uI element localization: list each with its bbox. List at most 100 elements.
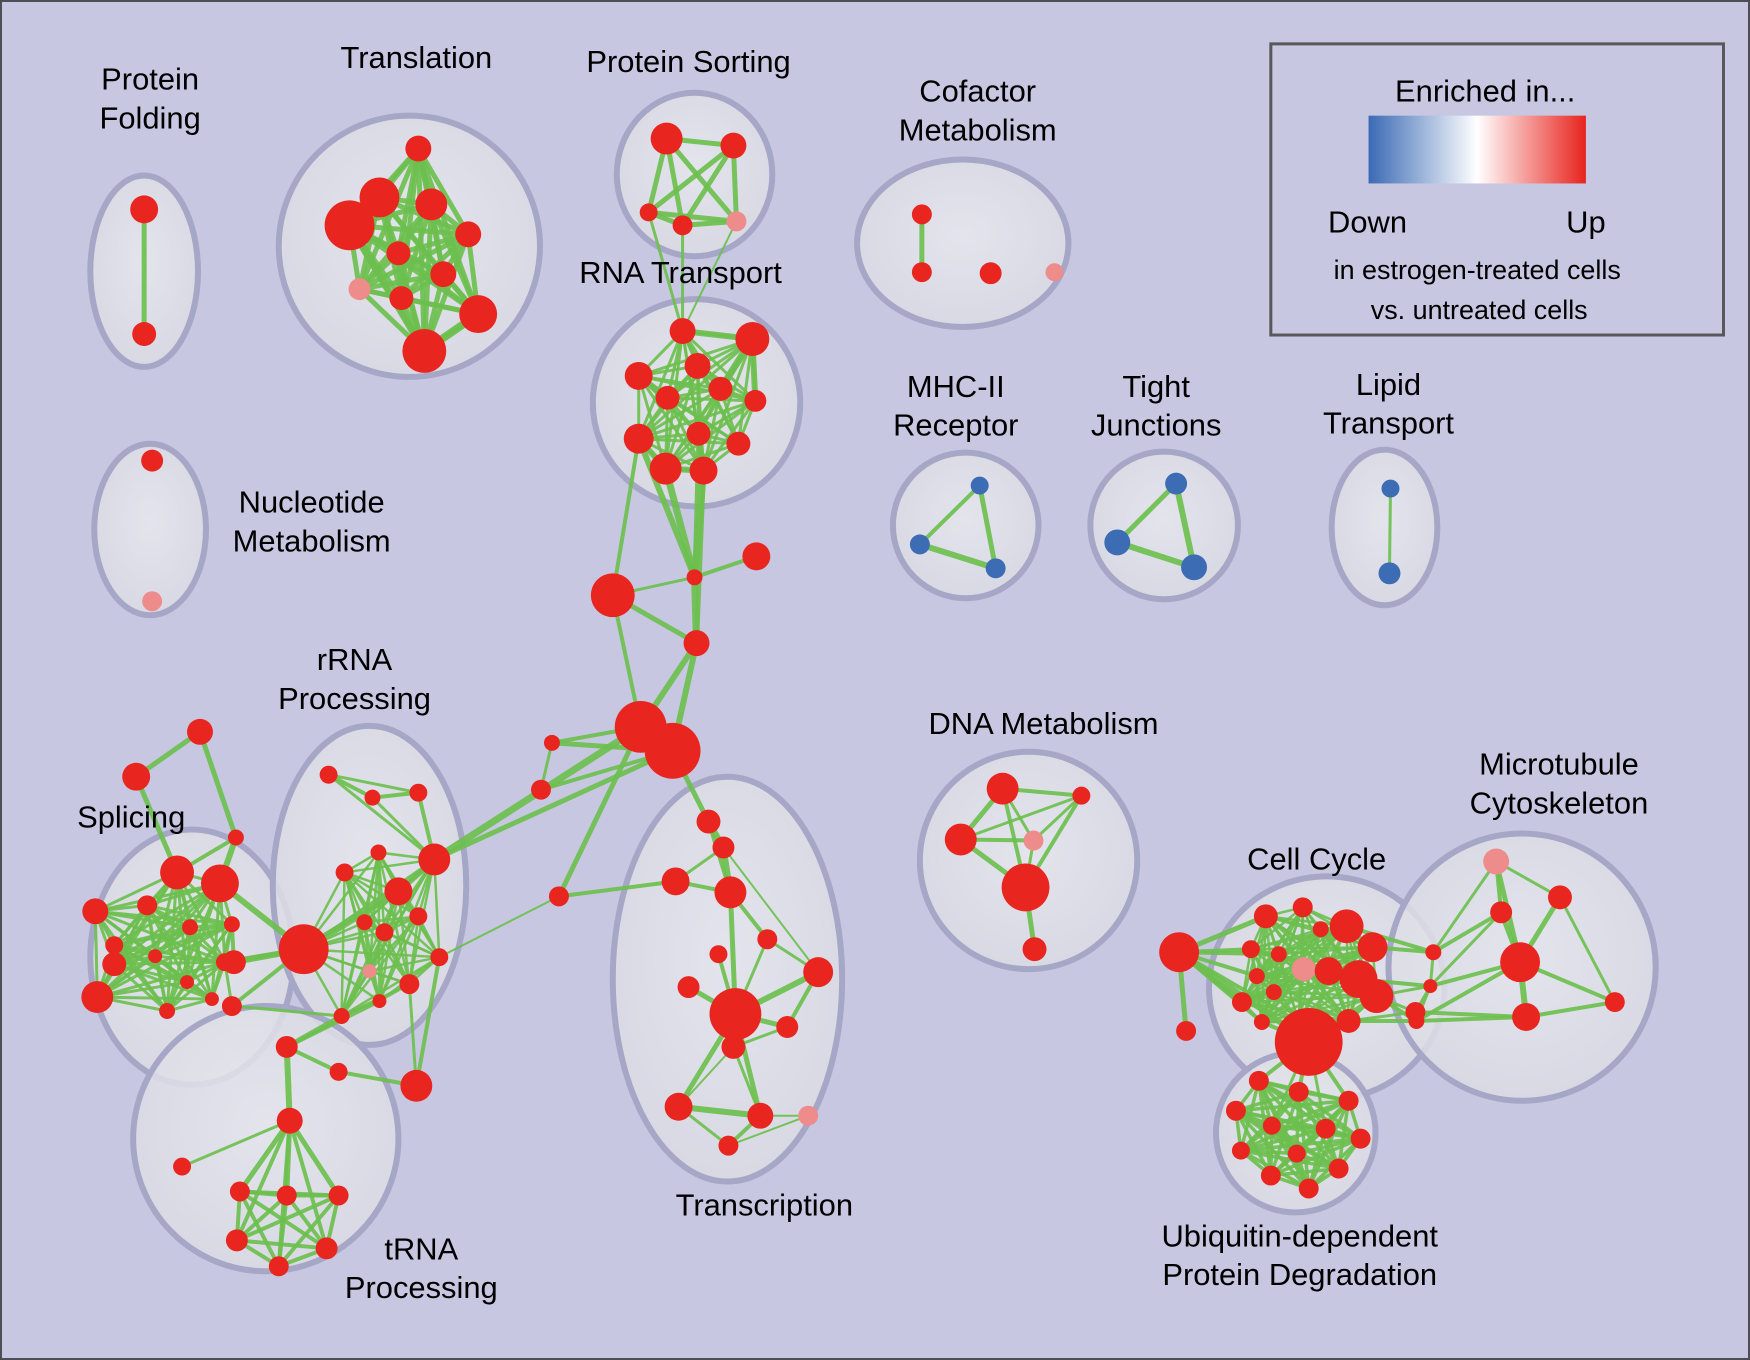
node-mpk[interactable] xyxy=(1483,848,1510,875)
node-c4[interactable] xyxy=(683,630,710,657)
node-dm5[interactable] xyxy=(1001,863,1050,912)
node-s12[interactable] xyxy=(102,952,127,977)
node-r11[interactable] xyxy=(278,924,329,975)
node-tr4[interactable] xyxy=(324,200,375,251)
node-tx11[interactable] xyxy=(776,1016,799,1038)
node-tj3[interactable] xyxy=(1181,554,1208,581)
node-rt1[interactable] xyxy=(669,318,696,344)
node-s2[interactable] xyxy=(122,762,151,791)
node-tr1[interactable] xyxy=(405,135,432,162)
node-s3[interactable] xyxy=(227,829,244,846)
node-mbig[interactable] xyxy=(1500,942,1541,983)
node-r10[interactable] xyxy=(375,923,394,942)
node-t9[interactable] xyxy=(315,1237,338,1260)
node-cc7[interactable] xyxy=(1241,940,1260,959)
node-rt11[interactable] xyxy=(649,452,682,485)
node-nm2[interactable] xyxy=(142,591,163,612)
node-tr5[interactable] xyxy=(455,221,482,248)
node-r13[interactable] xyxy=(430,948,449,967)
node-dm3[interactable] xyxy=(944,823,977,856)
node-cc11[interactable] xyxy=(1359,979,1394,1014)
node-tr2[interactable] xyxy=(359,177,400,218)
node-ps2[interactable] xyxy=(720,132,747,159)
node-u4[interactable] xyxy=(1225,1100,1246,1121)
node-mh1[interactable] xyxy=(970,476,989,495)
node-dm2[interactable] xyxy=(1072,786,1091,805)
node-m4[interactable] xyxy=(1604,992,1625,1013)
node-tx2[interactable] xyxy=(712,836,735,859)
node-cc4[interactable] xyxy=(1357,932,1388,963)
node-cc1[interactable] xyxy=(1253,904,1278,929)
node-c8[interactable] xyxy=(531,779,551,800)
node-c1[interactable] xyxy=(686,569,703,586)
node-s15[interactable] xyxy=(180,975,195,990)
node-r5[interactable] xyxy=(418,843,451,876)
node-r8[interactable] xyxy=(409,907,428,926)
node-t1[interactable] xyxy=(400,1069,433,1102)
node-tx12[interactable] xyxy=(721,1034,746,1059)
node-s6[interactable] xyxy=(137,895,158,916)
node-nm1[interactable] xyxy=(141,449,164,472)
node-t5[interactable] xyxy=(229,1181,250,1202)
node-s8[interactable] xyxy=(182,919,198,936)
node-mc3[interactable] xyxy=(1408,1013,1425,1029)
node-cc6[interactable] xyxy=(1291,957,1316,982)
node-s14[interactable] xyxy=(81,981,114,1014)
node-mc2[interactable] xyxy=(1423,979,1438,994)
node-tx3[interactable] xyxy=(661,867,690,896)
node-ps5[interactable] xyxy=(726,211,747,232)
node-cf1[interactable] xyxy=(911,204,932,225)
node-t6[interactable] xyxy=(276,1185,297,1206)
node-cf2[interactable] xyxy=(911,262,932,283)
node-r9[interactable] xyxy=(356,914,373,931)
node-t7[interactable] xyxy=(328,1185,349,1206)
node-tr10[interactable] xyxy=(459,295,498,334)
node-tx6[interactable] xyxy=(757,929,778,950)
node-c2[interactable] xyxy=(742,542,771,571)
node-tx8[interactable] xyxy=(677,976,700,999)
node-dm6[interactable] xyxy=(1022,937,1047,962)
node-tx5[interactable] xyxy=(548,886,569,907)
node-r14[interactable] xyxy=(399,974,420,995)
node-t8[interactable] xyxy=(225,1229,248,1252)
node-tx1[interactable] xyxy=(696,809,721,834)
node-rt6[interactable] xyxy=(708,376,733,401)
node-rt8[interactable] xyxy=(686,421,711,446)
node-tx14[interactable] xyxy=(747,1102,774,1129)
node-r15[interactable] xyxy=(362,964,377,979)
node-u3[interactable] xyxy=(1338,1090,1359,1111)
node-ccbig[interactable] xyxy=(1274,1008,1343,1076)
node-tx4[interactable] xyxy=(714,876,747,909)
node-r3[interactable] xyxy=(409,783,428,802)
node-cc18[interactable] xyxy=(1176,1020,1197,1041)
node-cc8[interactable] xyxy=(1270,946,1287,963)
node-cc3[interactable] xyxy=(1329,909,1364,944)
node-rt3[interactable] xyxy=(684,352,711,379)
node-r12[interactable] xyxy=(221,950,246,975)
node-u1[interactable] xyxy=(1248,1070,1269,1091)
node-mh3[interactable] xyxy=(985,558,1006,579)
node-ps4[interactable] xyxy=(672,215,693,236)
node-t0[interactable] xyxy=(276,1107,303,1134)
node-mh2[interactable] xyxy=(909,534,930,555)
node-tx10[interactable] xyxy=(709,988,762,1040)
node-ps1[interactable] xyxy=(650,122,683,155)
node-s16[interactable] xyxy=(159,1003,176,1019)
node-s17[interactable] xyxy=(204,992,219,1007)
node-dm1[interactable] xyxy=(986,772,1019,805)
node-r4[interactable] xyxy=(370,844,387,861)
node-u5[interactable] xyxy=(1262,1116,1281,1135)
node-s1[interactable] xyxy=(187,718,213,745)
node-c7[interactable] xyxy=(543,734,560,751)
node-m1[interactable] xyxy=(1548,885,1572,910)
node-r17[interactable] xyxy=(333,1008,350,1024)
node-cc17[interactable] xyxy=(1336,1009,1361,1033)
node-m3[interactable] xyxy=(1512,1003,1541,1031)
node-rt2[interactable] xyxy=(735,322,770,356)
node-tx15[interactable] xyxy=(798,1105,819,1126)
node-pf1[interactable] xyxy=(130,195,159,224)
node-rt9[interactable] xyxy=(623,423,654,454)
node-t2[interactable] xyxy=(275,1035,298,1058)
node-cc5[interactable] xyxy=(1312,921,1329,938)
node-u11[interactable] xyxy=(1260,1165,1281,1186)
